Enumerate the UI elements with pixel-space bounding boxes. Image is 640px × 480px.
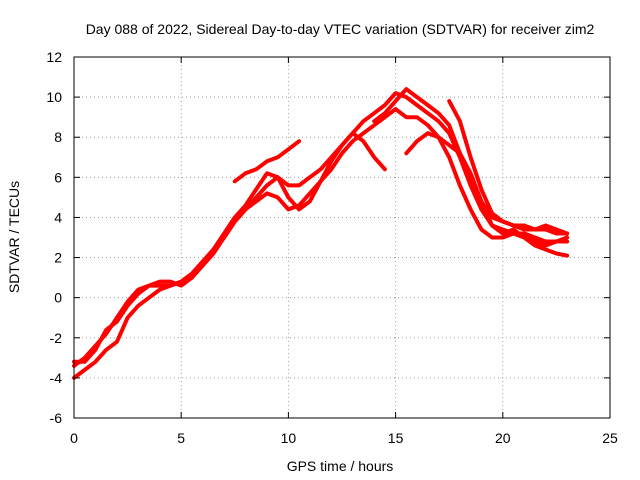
y-axis-label: SDTVAR / TECUs: [6, 181, 22, 293]
axis-ticks: [73, 56, 611, 419]
x-tick-label: 15: [388, 430, 404, 446]
y-tick-label: 4: [54, 209, 62, 225]
x-tick-label: 5: [177, 430, 185, 446]
y-tick-label: 6: [54, 169, 62, 185]
series-line-s1: [72, 107, 570, 380]
data-series: [72, 87, 570, 380]
x-tick-label: 25: [602, 430, 618, 446]
y-tick-label: 8: [54, 129, 62, 145]
x-tick-label: 20: [495, 430, 511, 446]
x-tick-label: 10: [281, 430, 297, 446]
series-line-s6: [404, 131, 570, 248]
y-tick-label: 12: [46, 49, 62, 65]
series-line-s2: [72, 91, 570, 364]
x-axis-label: GPS time / hours: [287, 458, 394, 474]
series-line-s4: [232, 139, 302, 184]
y-tick-label: 0: [54, 290, 62, 306]
grid-lines: [74, 57, 610, 418]
x-tick-label: 0: [70, 430, 78, 446]
plot-frame: [73, 56, 611, 419]
y-tick-label: 2: [54, 250, 62, 266]
y-tick-label: -2: [50, 330, 63, 346]
x-tick-labels: 0 5 10 15 20 25: [70, 430, 618, 446]
chart-title: Day 088 of 2022, Sidereal Day-to-day VTE…: [86, 21, 595, 37]
y-tick-label: 10: [46, 89, 62, 105]
y-tick-label: -6: [50, 410, 63, 426]
y-tick-label: -4: [50, 370, 63, 386]
series-line-s3: [72, 131, 387, 368]
series-line-s7: [447, 99, 570, 236]
y-tick-labels: -6 -4 -2 0 2 4 6 8 10 12: [46, 49, 62, 426]
